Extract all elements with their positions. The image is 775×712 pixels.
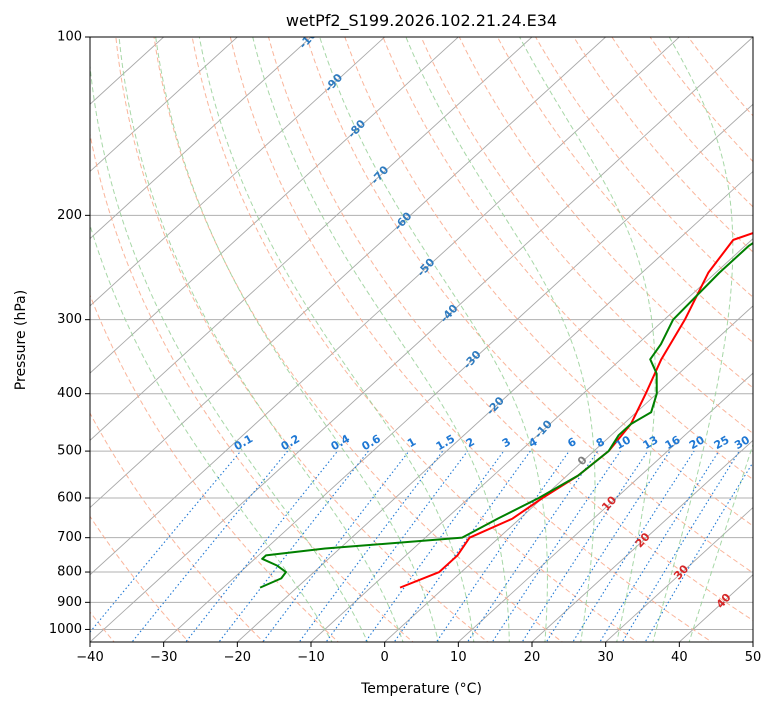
- moist-adiabat-line: [155, 37, 439, 642]
- y-tick-label: 300: [57, 312, 82, 327]
- plot-area: [90, 37, 753, 642]
- moist-adiabat-line: [405, 37, 596, 642]
- mixing-ratio-line: [545, 450, 671, 642]
- mixing-ratio-line: [521, 450, 649, 642]
- dewpoint-profile-line: [259, 241, 753, 589]
- x-tick-label: −10: [297, 650, 324, 665]
- mixing-ratio-line: [393, 450, 531, 642]
- mixing-ratio-line: [599, 450, 720, 642]
- dry-adiabat-line: [535, 37, 753, 298]
- mixing-ratio-line: [185, 450, 338, 642]
- isotherm-line: [383, 305, 753, 642]
- y-tick-label: 900: [57, 595, 82, 610]
- isotherm-line: [457, 372, 753, 642]
- mixing-ratio-line: [572, 450, 695, 642]
- isotherm-line: [162, 103, 753, 642]
- x-tick-label: −40: [76, 650, 103, 665]
- isotherm-line: [90, 37, 681, 576]
- moist-adiabat-line: [90, 223, 333, 642]
- moist-adiabat-line: [90, 61, 369, 642]
- y-tick-label: 800: [57, 565, 82, 580]
- mixing-ratio-label: 36: [753, 433, 773, 452]
- mixing-ratio-line: [435, 450, 570, 642]
- x-axis-label: Temperature (°C): [360, 681, 482, 697]
- mixing-ratio-line: [466, 450, 599, 642]
- dry-adiabat-line: [306, 37, 753, 574]
- y-tick-label: 600: [57, 491, 82, 506]
- y-axis-label: Pressure (hPa): [13, 290, 29, 390]
- mixing-ratio-line: [364, 450, 505, 642]
- mixing-ratio-line: [325, 450, 468, 642]
- dry-adiabat-line: [344, 37, 753, 527]
- moist-adiabat-line: [118, 37, 404, 642]
- isotherm-line: [90, 37, 753, 642]
- y-tick-label: 1000: [49, 622, 82, 637]
- mixing-ratio-line: [218, 450, 369, 642]
- y-tick-label: 500: [57, 444, 82, 459]
- isotherm-line: [90, 37, 607, 509]
- mixing-ratio-line: [131, 450, 289, 642]
- x-tick-label: 50: [745, 650, 762, 665]
- moist-adiabat-line: [319, 37, 548, 642]
- dry-adiabat-line: [90, 293, 339, 642]
- dry-adiabat-line: [153, 37, 564, 642]
- isotherm-line: [310, 238, 753, 642]
- y-tick-label: 700: [57, 530, 82, 545]
- dry-adiabat-line: [90, 515, 190, 642]
- x-tick-label: −20: [224, 650, 251, 665]
- dry-adiabat-line: [90, 412, 265, 642]
- dry-adiabat-line: [420, 37, 753, 435]
- moist-adiabat-line: [652, 37, 734, 642]
- isotherm-line: [90, 37, 239, 173]
- y-tick-label: 400: [57, 386, 82, 401]
- moist-adiabat-line: [252, 37, 510, 642]
- plot-frame: [89, 36, 754, 643]
- x-tick-label: 40: [671, 650, 688, 665]
- moist-adiabat-line: [519, 37, 656, 642]
- x-tick-label: 0: [381, 650, 389, 665]
- dry-adiabat-line: [90, 131, 414, 642]
- isotherm-line: [90, 37, 460, 374]
- y-tick-label: 100: [57, 30, 82, 45]
- dry-adiabat-line: [229, 37, 713, 642]
- dry-adiabat-line: [191, 37, 638, 642]
- temperature-profile-line: [399, 232, 753, 589]
- x-tick-label: 30: [597, 650, 614, 665]
- dry-adiabat-line: [115, 37, 489, 642]
- x-tick-label: 20: [524, 650, 541, 665]
- dry-adiabat-line: [267, 37, 753, 622]
- isotherm-line: [90, 37, 312, 240]
- isotherm-line: [604, 506, 753, 642]
- chart-title: wetPf2_S199.2026.102.21.24.E34: [286, 11, 557, 31]
- mixing-ratio-line: [491, 450, 621, 642]
- isotherm-line: [90, 37, 386, 307]
- x-tick-label: −30: [150, 650, 177, 665]
- dry-adiabat-line: [458, 37, 753, 389]
- moist-adiabat-line: [198, 37, 475, 642]
- moist-adiabat-line: [688, 442, 753, 642]
- y-tick-label: 200: [57, 208, 82, 223]
- axes: −40 −30 −20 −10 0 10 20 30 40 50 100 200 300 400 500 60…: [49, 30, 761, 666]
- x-tick-label: 10: [450, 650, 467, 665]
- dry-adiabat-line: [382, 37, 753, 481]
